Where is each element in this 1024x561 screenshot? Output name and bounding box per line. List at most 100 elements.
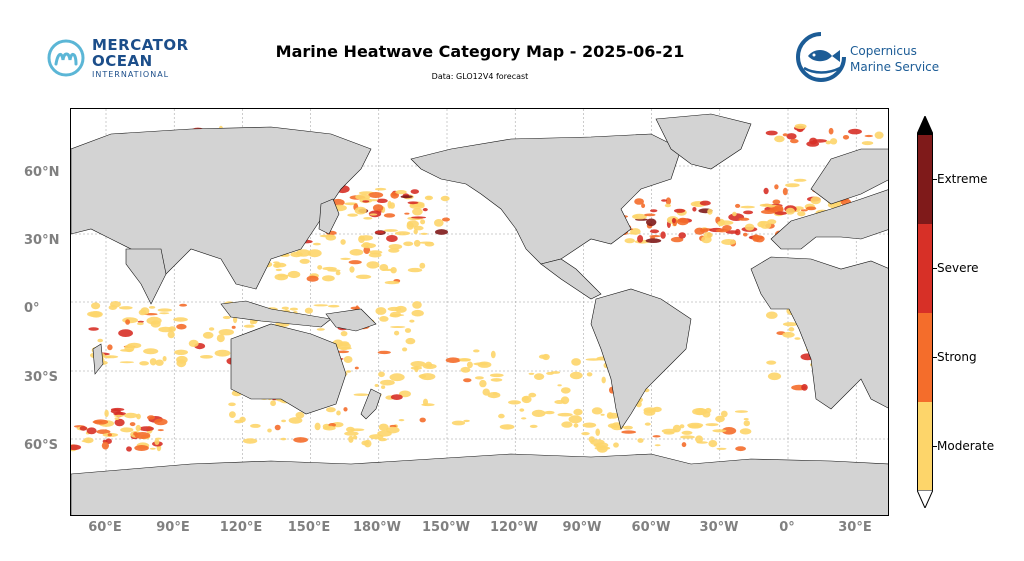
heatwave-patch <box>366 261 380 269</box>
heatwave-patch <box>349 249 364 256</box>
heatwave-patch <box>277 274 290 277</box>
heatwave-patch <box>703 232 713 239</box>
heatwave-patch <box>88 327 99 331</box>
heatwave-patch <box>721 427 737 435</box>
heatwave-patch <box>773 205 784 212</box>
heatwave-patch <box>661 199 667 202</box>
heatwave-patch <box>354 366 359 370</box>
heatwave-patch <box>275 268 282 272</box>
land-south-america <box>590 288 692 430</box>
heatwave-patch <box>387 200 392 209</box>
heatwave-patch <box>463 419 470 423</box>
heatwave-patch <box>581 432 590 436</box>
heatwave-patch <box>313 304 329 307</box>
lat-tick-30s: 30°S <box>24 370 58 385</box>
heatwave-patch <box>445 357 461 363</box>
lat-tick-0: 0° <box>24 301 40 316</box>
heatwave-patch <box>637 235 644 243</box>
heatwave-patch <box>139 426 154 432</box>
heatwave-patch <box>124 412 138 419</box>
heatwave-patch <box>782 187 788 196</box>
heatwave-patch <box>412 301 422 309</box>
heatwave-patch <box>451 420 466 426</box>
heatwave-patch <box>352 435 358 440</box>
heatwave-patch <box>425 361 433 368</box>
heatwave-patch <box>168 326 176 332</box>
heatwave-patch <box>529 424 538 428</box>
heatwave-patch <box>307 249 322 258</box>
heatwave-patch <box>122 317 138 324</box>
heatwave-patch <box>707 208 713 215</box>
heatwave-patch <box>641 203 646 208</box>
heatwave-patch <box>582 422 597 428</box>
heatwave-patch <box>528 372 535 375</box>
colorbar-severe-segment <box>918 224 932 313</box>
land-madagascar <box>92 343 104 375</box>
heatwave-patch <box>335 270 341 276</box>
heatwave-patch <box>790 139 799 144</box>
heatwave-patch <box>102 355 119 359</box>
heatwave-patch <box>538 354 548 359</box>
heatwave-patch <box>86 427 97 435</box>
colorbar-moderate-segment <box>918 402 932 491</box>
lon-tick-120e: 120°E <box>219 520 263 535</box>
heatwave-patch <box>363 246 371 254</box>
heatwave-patch <box>519 408 525 412</box>
heatwave-patch <box>179 303 188 307</box>
heatwave-patch <box>645 238 662 243</box>
heatwave-patch <box>738 217 750 221</box>
heatwave-patch <box>390 326 406 328</box>
heatwave-patch <box>288 417 303 424</box>
heatwave-patch <box>664 203 672 208</box>
heatwave-patch <box>786 133 797 140</box>
heatwave-patch <box>146 316 162 325</box>
legend-label-severe: Severe <box>937 261 979 275</box>
heatwave-patch <box>699 200 711 206</box>
heatwave-patch <box>148 306 156 309</box>
heatwave-patch <box>785 207 795 215</box>
heatwave-patch <box>678 232 686 239</box>
heatwave-patch <box>607 412 620 419</box>
heatwave-patch <box>534 373 545 380</box>
colorbar-strong-segment <box>918 313 932 402</box>
heatwave-patch <box>477 361 492 368</box>
logo-left-line2: OCEAN <box>92 52 153 70</box>
heatwave-patch <box>760 209 776 214</box>
heatwave-patch <box>364 439 372 448</box>
land-indonesia <box>220 300 332 328</box>
heatwave-patch <box>326 407 336 413</box>
heatwave-patch <box>665 197 672 205</box>
heatwave-patch <box>344 431 359 436</box>
heatwave-patch <box>573 408 583 416</box>
heatwave-patch <box>404 328 412 333</box>
heatwave-patch <box>735 446 746 452</box>
heatwave-patch <box>200 355 213 359</box>
heatwave-patch <box>407 201 419 205</box>
heatwave-patch <box>353 393 369 397</box>
heatwave-patch <box>785 183 800 188</box>
heatwave-patch <box>379 316 389 322</box>
heatwave-patch <box>601 376 606 384</box>
heatwave-patch <box>498 413 505 419</box>
heatwave-patch <box>419 262 426 269</box>
heatwave-patch <box>126 446 132 452</box>
heatwave-patch <box>114 417 120 420</box>
heatwave-patch <box>774 184 779 190</box>
heatwave-patch <box>280 437 287 441</box>
land-north-america <box>410 133 682 265</box>
heatwave-patch <box>715 415 725 423</box>
heatwave-patch <box>110 409 121 414</box>
heatwave-patch <box>419 417 426 423</box>
heatwave-patch <box>712 429 727 433</box>
heatwave-patch <box>800 209 808 212</box>
heatwave-patch <box>147 415 155 420</box>
heatwave-patch <box>794 337 801 340</box>
heatwave-patch <box>434 219 444 227</box>
land-asia <box>71 126 372 290</box>
heatwave-patch <box>390 311 402 318</box>
heatwave-patch <box>202 331 214 339</box>
heatwave-patch <box>108 305 117 310</box>
heatwave-patch <box>349 266 355 273</box>
heatwave-patch <box>374 384 379 387</box>
heatwave-patch <box>810 196 821 205</box>
